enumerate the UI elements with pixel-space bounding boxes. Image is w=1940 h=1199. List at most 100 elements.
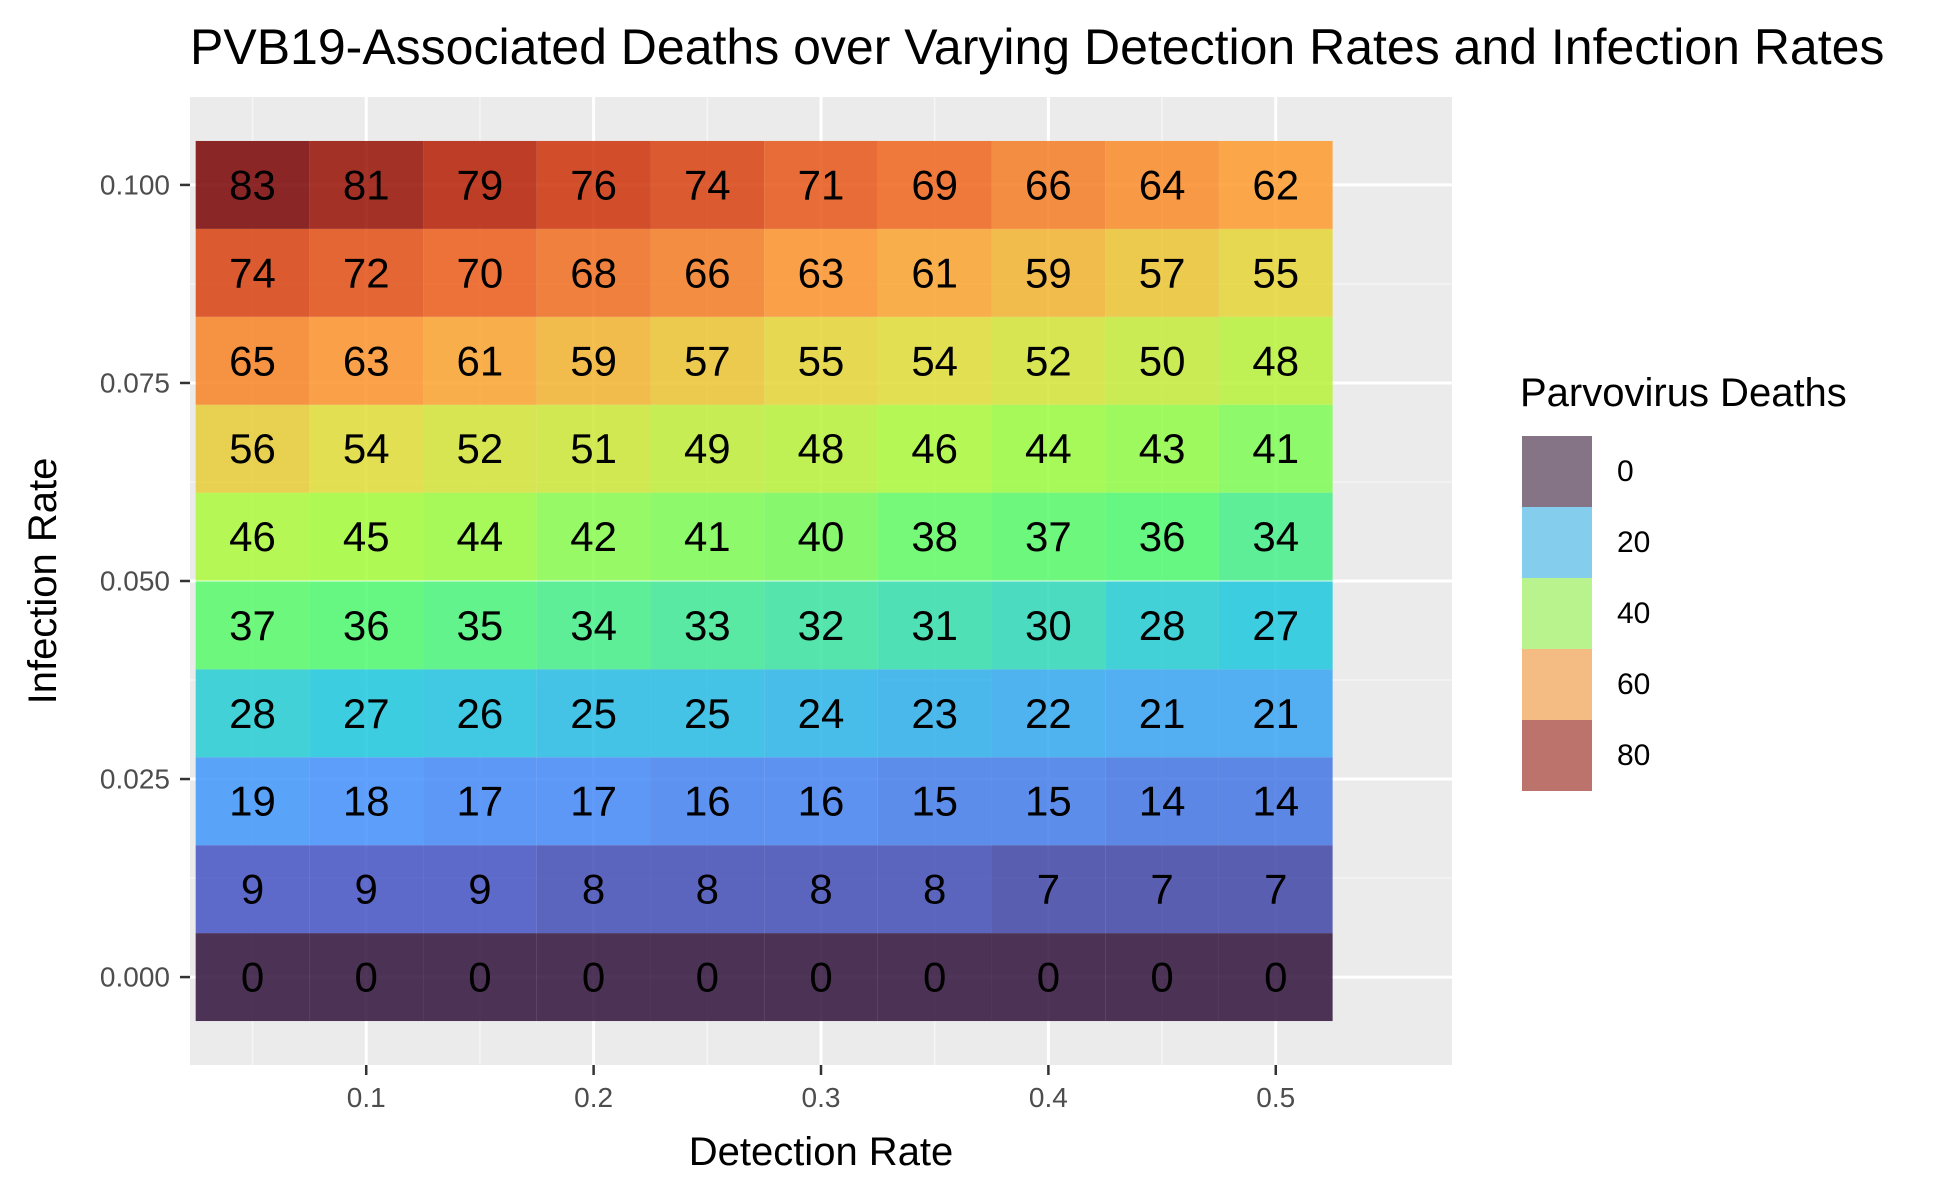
cell-value-label: 37 [229,602,276,649]
cell-value-label: 15 [1025,778,1072,825]
cell-value-label: 81 [343,161,390,208]
cell-value-label: 76 [570,161,617,208]
heatmap-cell [650,140,765,229]
heatmap-cell [1218,669,1333,758]
heatmap-cell [309,140,424,229]
cell-value-label: 38 [911,513,958,560]
cell-value-label: 0 [1264,954,1287,1001]
heatmap-cell [764,581,878,670]
cell-value-labels: 0 0 0 0 0 0 0 0 0 0 9 9 9 8 8 8 8 7 7 7 19 18 17 17 16 16 15 15 14 14… [229,161,1299,1000]
y-tick-label: 0.075 [100,367,170,398]
heatmap-cell [195,140,310,229]
y-axis: 0.000 0.025 0.050 0.075 0.100 [100,169,190,993]
heatmap-cell [309,492,424,581]
heatmap-cell [423,845,537,934]
cell-value-label: 52 [1025,337,1072,384]
heatmap-cell [195,492,310,581]
heatmap-cell [423,492,537,581]
heatmap-cell [991,228,1106,317]
heatmap-cell [877,669,992,758]
cell-value-label: 79 [457,161,504,208]
cell-value-label: 68 [570,249,617,296]
cell-value-label: 26 [457,690,504,737]
heatmap-cell [650,316,765,405]
cell-value-label: 0 [696,954,719,1001]
heatmap-cell [1105,404,1219,493]
cell-value-label: 22 [1025,690,1072,737]
x-axis-title: Detection Rate [689,1130,954,1174]
heatmap-cell [650,492,765,581]
heatmap-cell [309,669,424,758]
heatmap-cell [423,316,537,405]
cell-value-label: 21 [1139,690,1186,737]
cell-value-label: 51 [570,425,617,472]
legend-label: 0 [1617,455,1634,488]
cell-value-label: 15 [911,778,958,825]
cell-value-label: 40 [798,513,845,560]
heatmap-cell [991,845,1106,934]
cell-value-label: 14 [1139,778,1186,825]
cell-value-label: 17 [570,778,617,825]
cell-value-label: 41 [684,513,731,560]
heatmap-cell [877,404,992,493]
y-axis-title: Infection Rate [21,458,65,705]
heatmap-cell [877,757,992,846]
heatmap-cell [536,845,651,934]
heatmap-cell [877,228,992,317]
cell-value-label: 9 [468,866,491,913]
heatmap-cell [536,404,651,493]
heatmap-cell [1105,581,1219,670]
cell-value-label: 0 [241,954,264,1001]
heatmap-cell [195,581,310,670]
cell-value-label: 50 [1139,337,1186,384]
cell-value-label: 14 [1252,778,1299,825]
cell-value-label: 74 [229,249,276,296]
cell-value-label: 74 [684,161,731,208]
heatmap-cell [991,581,1106,670]
cell-value-label: 34 [1252,513,1299,560]
cell-value-label: 46 [229,513,276,560]
cell-value-label: 9 [241,866,264,913]
heatmap-cell [536,316,651,405]
cell-value-label: 63 [343,337,390,384]
cell-value-label: 48 [798,425,845,472]
heatmap-cell [195,228,310,317]
legend-label: 60 [1617,668,1650,701]
heatmap-cell [1105,140,1219,229]
cell-value-label: 61 [457,337,504,384]
cell-value-label: 72 [343,249,390,296]
cell-value-label: 44 [1025,425,1072,472]
y-tick-label: 0.100 [100,169,170,200]
heatmap-cell [536,492,651,581]
cell-value-label: 27 [343,690,390,737]
cell-value-label: 59 [1025,249,1072,296]
heatmap-cell [877,140,992,229]
x-tick-label: 0.4 [1029,1082,1068,1113]
cell-value-label: 34 [570,602,617,649]
legend-title: Parvovirus Deaths [1520,371,1847,415]
cell-value-label: 0 [1037,954,1060,1001]
y-tick-label: 0.025 [100,764,170,795]
heatmap-cell [764,404,878,493]
legend-key [1522,436,1592,507]
heatmap-cell [877,581,992,670]
heatmap-cell [536,669,651,758]
heatmap-cell [195,757,310,846]
cell-value-label: 31 [911,602,958,649]
heatmap-cell [1105,228,1219,317]
cell-value-label: 16 [798,778,845,825]
heatmap-cell [991,669,1106,758]
cell-value-label: 44 [457,513,504,560]
cell-value-label: 25 [570,690,617,737]
heatmap-cell [650,581,765,670]
heatmap-cell [991,316,1106,405]
legend-label: 20 [1617,526,1650,559]
cell-value-label: 36 [343,602,390,649]
heatmap-cell [1105,316,1219,405]
legend-key [1522,720,1592,791]
heatmap-cell [536,228,651,317]
heatmap-cell [1218,140,1333,229]
heatmap-cell [423,933,537,1022]
cell-value-label: 54 [343,425,390,472]
heatmap-cell [991,492,1106,581]
